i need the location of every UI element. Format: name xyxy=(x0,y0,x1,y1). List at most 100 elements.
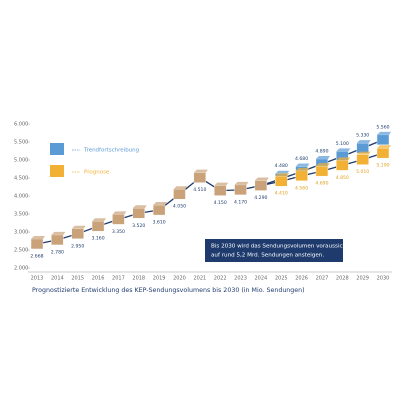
value-label: 5.010 xyxy=(356,169,369,175)
box-top xyxy=(377,131,391,135)
annotation: Bis 2030 wird das Sendungsvolumen voraus… xyxy=(211,244,359,250)
box-top xyxy=(275,173,290,177)
value-label: 4.690 xyxy=(315,181,328,187)
annotation-box xyxy=(205,239,343,262)
x-tick-label: 2021 xyxy=(193,276,206,282)
value-label: 4.170 xyxy=(234,199,247,205)
x-tick-label: 2013 xyxy=(31,276,44,282)
box-marker xyxy=(254,180,268,191)
box-top xyxy=(377,145,391,149)
box-top xyxy=(254,177,269,181)
x-tick-label: 2020 xyxy=(173,276,186,282)
box-top xyxy=(214,182,229,186)
y-tick-label: 2.000 xyxy=(14,266,28,272)
x-tick-label: 2029 xyxy=(356,276,369,282)
x-tick-label: 2018 xyxy=(132,276,145,282)
legend-swatch xyxy=(50,165,64,177)
value-label: 4.850 xyxy=(336,175,349,181)
value-label: 2.950 xyxy=(71,243,84,249)
box-top xyxy=(356,140,371,144)
y-tick-label: 5.500 xyxy=(14,140,28,146)
box-marker xyxy=(91,221,105,232)
box-marker xyxy=(30,238,44,250)
annotation: auf rund 5,2 Mrd. Sendungen ansteigen. xyxy=(211,253,324,259)
box-marker xyxy=(275,176,288,187)
value-label: 3.160 xyxy=(91,236,104,242)
x-tick-label: 2027 xyxy=(316,276,329,282)
x-tick-label: 2016 xyxy=(92,276,105,282)
box-top xyxy=(295,163,310,167)
value-label: 3.520 xyxy=(132,223,145,229)
box-marker xyxy=(376,147,390,159)
box-marker xyxy=(356,142,369,154)
box-marker xyxy=(356,154,369,165)
x-tick-label: 2015 xyxy=(71,276,84,282)
x-tick-label: 2028 xyxy=(336,276,349,282)
box-top xyxy=(31,235,45,239)
value-label: 4.050 xyxy=(173,204,186,210)
box-top xyxy=(153,202,168,206)
value-label: 4.290 xyxy=(254,195,267,201)
y-tick-label: 3.500 xyxy=(14,212,28,218)
caption: Prognostizierte Entwicklung des KEP-Send… xyxy=(32,287,305,294)
value-label: 5.330 xyxy=(356,133,369,139)
value-label: 3.350 xyxy=(112,229,125,235)
y-tick-label: 2.500 xyxy=(14,248,28,254)
y-tick-label: 6.000 xyxy=(14,122,28,128)
box-top xyxy=(193,169,208,173)
box-marker xyxy=(193,172,207,183)
x-tick-label: 2030 xyxy=(377,276,390,282)
x-tick-label: 2026 xyxy=(295,276,308,282)
box-top xyxy=(71,225,86,229)
value-label: 5.560 xyxy=(376,124,389,130)
value-label: 4.680 xyxy=(295,156,308,162)
y-tick-label: 3.000 xyxy=(14,230,28,236)
legend-label: Prognose xyxy=(84,170,110,176)
box-marker xyxy=(71,228,84,240)
box-top xyxy=(336,157,351,161)
box-marker xyxy=(152,204,166,216)
box-top xyxy=(295,167,310,171)
box-top xyxy=(112,211,127,215)
series-line xyxy=(36,176,262,245)
box-top xyxy=(234,181,249,185)
value-label: 5.190 xyxy=(376,163,389,169)
value-label: 4.560 xyxy=(295,185,308,191)
box-marker xyxy=(234,184,247,196)
value-label: 5.100 xyxy=(336,141,349,147)
value-label: 4.150 xyxy=(214,200,227,206)
box-marker xyxy=(336,160,349,171)
box-marker xyxy=(376,134,390,146)
box-top xyxy=(51,231,66,235)
value-label: 2.780 xyxy=(51,249,64,255)
value-label: 4.890 xyxy=(315,148,328,154)
box-top xyxy=(173,186,188,190)
value-label: 3.610 xyxy=(153,220,166,226)
y-tick-label: 4.500 xyxy=(14,176,28,182)
x-tick-label: 2023 xyxy=(234,276,247,282)
box-top xyxy=(132,205,147,209)
box-marker xyxy=(295,170,308,182)
box-marker xyxy=(315,165,329,177)
x-tick-label: 2017 xyxy=(112,276,125,282)
box-marker xyxy=(112,214,125,225)
box-top xyxy=(315,163,330,167)
x-tick-label: 2022 xyxy=(214,276,227,282)
box-top xyxy=(336,148,351,152)
box-top xyxy=(356,151,371,155)
value-label: 4.510 xyxy=(193,187,206,193)
box-marker xyxy=(173,188,186,200)
box-marker xyxy=(51,234,64,246)
legend-swatch xyxy=(50,143,64,155)
x-tick-label: 2019 xyxy=(153,276,166,282)
value-label: 2.668 xyxy=(30,253,43,259)
x-tick-label: 2014 xyxy=(51,276,64,282)
y-tick-label: 5.000 xyxy=(14,158,28,164)
x-tick-label: 2025 xyxy=(275,276,288,282)
value-label: 4.480 xyxy=(275,163,288,169)
y-tick-label: 4.000 xyxy=(14,194,28,200)
box-top xyxy=(92,218,107,222)
box-marker xyxy=(213,185,227,196)
x-tick-label: 2024 xyxy=(255,276,268,282)
